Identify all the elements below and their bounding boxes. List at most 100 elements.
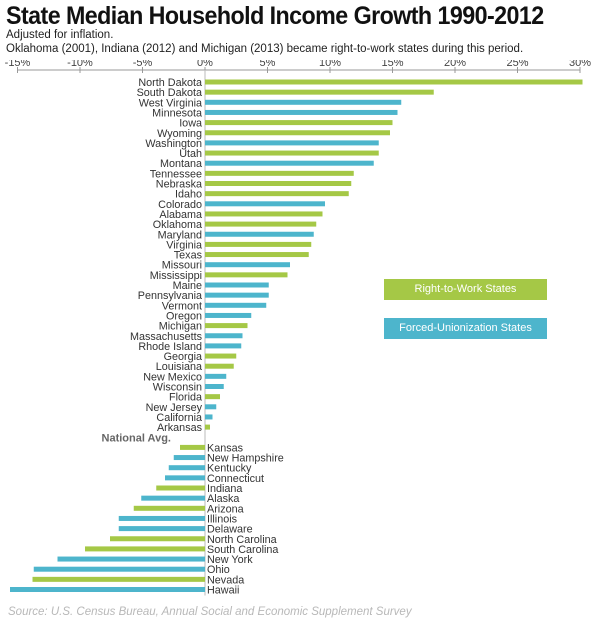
bar [133, 505, 205, 511]
bar [205, 363, 234, 369]
bar [205, 302, 267, 308]
bar [205, 191, 349, 197]
bar [205, 343, 242, 349]
bar [205, 231, 314, 237]
subtitle-rtw-note: Oklahoma (2001), Indiana (2012) and Mich… [6, 43, 524, 55]
state-label: Missouri [162, 260, 202, 272]
bar [205, 384, 224, 389]
bar [205, 79, 583, 85]
state-label: Alabama [159, 209, 202, 221]
subtitle-inflation: Adjusted for inflation. [6, 29, 114, 41]
state-label: Michigan [159, 321, 202, 333]
state-label: Delaware [207, 524, 253, 536]
state-label: New Jersey [146, 402, 203, 414]
state-label: Oklahoma [153, 219, 202, 231]
bar [205, 282, 269, 288]
state-label: Wisconsin [153, 382, 202, 394]
state-label: Nevada [207, 574, 244, 586]
state-label: South Carolina [207, 544, 278, 556]
bar [205, 292, 269, 298]
bar [205, 130, 390, 136]
x-tick-label: 10% [319, 60, 341, 69]
legend-forced-unionization: Forced-Unionization States [384, 318, 547, 339]
bar [205, 404, 217, 410]
state-label: Minnesota [152, 107, 202, 119]
bar [205, 323, 248, 329]
bar [205, 414, 213, 420]
state-label: Arkansas [157, 422, 203, 434]
state-label: Virginia [166, 239, 202, 251]
bar [32, 576, 205, 582]
x-tick-label: 5% [260, 60, 276, 69]
bar [205, 353, 237, 359]
bar [205, 201, 325, 207]
state-label: Tennessee [150, 168, 202, 180]
state-label: Maryland [158, 229, 202, 241]
bar [118, 526, 205, 532]
state-label: Idaho [175, 189, 202, 201]
legend-right-to-work: Right-to-Work States [384, 279, 547, 300]
state-label: Maine [173, 280, 202, 292]
bar [205, 211, 323, 217]
state-label: Colorado [158, 199, 202, 211]
bar [57, 556, 205, 562]
bar [205, 170, 354, 176]
bar [205, 89, 434, 95]
bar [205, 140, 379, 146]
bar [110, 536, 205, 542]
bar [205, 252, 309, 258]
legend-right-to-work-label: Right-to-Work States [414, 283, 517, 295]
state-label: Texas [174, 250, 203, 262]
state-label: Nebraska [156, 179, 202, 191]
state-label: Wyoming [157, 128, 202, 140]
bar [165, 475, 205, 481]
state-label: Montana [160, 158, 202, 170]
bar [85, 546, 205, 552]
bar [205, 262, 290, 268]
state-label: North Dakota [138, 77, 202, 89]
bar [205, 272, 288, 278]
state-label: Arizona [207, 503, 244, 515]
bar [10, 587, 205, 592]
x-tick-label: -5% [133, 60, 153, 69]
chart-title: State Median Household Income Growth 199… [6, 2, 544, 30]
state-label: South Dakota [137, 87, 202, 99]
state-label: Alaska [207, 493, 239, 505]
state-label: Washington [145, 138, 202, 150]
bar [205, 109, 398, 115]
national-average-label: National Avg. [102, 432, 171, 444]
x-tick-label: 0% [197, 60, 213, 69]
bar [205, 150, 379, 156]
x-tick-label: -15% [5, 60, 31, 69]
state-label: Massachusetts [130, 331, 203, 343]
state-label: Connecticut [207, 473, 264, 485]
state-label: North Carolina [207, 534, 277, 546]
bar [205, 160, 374, 166]
state-label: Rhode Island [138, 341, 202, 353]
bar [168, 465, 205, 471]
bar [173, 455, 205, 461]
state-label: West Virginia [139, 97, 202, 109]
state-label: Hawaii [207, 585, 239, 597]
bar [118, 515, 205, 521]
bar [205, 120, 393, 126]
state-label: Louisiana [156, 361, 202, 373]
bar [205, 221, 317, 227]
bar [205, 181, 352, 186]
state-label: New York [207, 554, 253, 566]
state-label: Georgia [164, 351, 202, 363]
bar [205, 394, 220, 400]
bar-group [10, 79, 583, 592]
bar [205, 99, 402, 105]
state-label: Kansas [207, 442, 244, 454]
state-label: New Hampshire [207, 453, 284, 465]
bar [156, 485, 205, 491]
bar [205, 241, 312, 247]
state-label: Mississippi [150, 270, 202, 282]
state-label: Ohio [207, 564, 230, 576]
state-label: New Mexico [143, 371, 202, 383]
state-label: Oregon [166, 310, 202, 322]
state-label: Kentucky [207, 463, 252, 475]
bar [205, 424, 210, 430]
